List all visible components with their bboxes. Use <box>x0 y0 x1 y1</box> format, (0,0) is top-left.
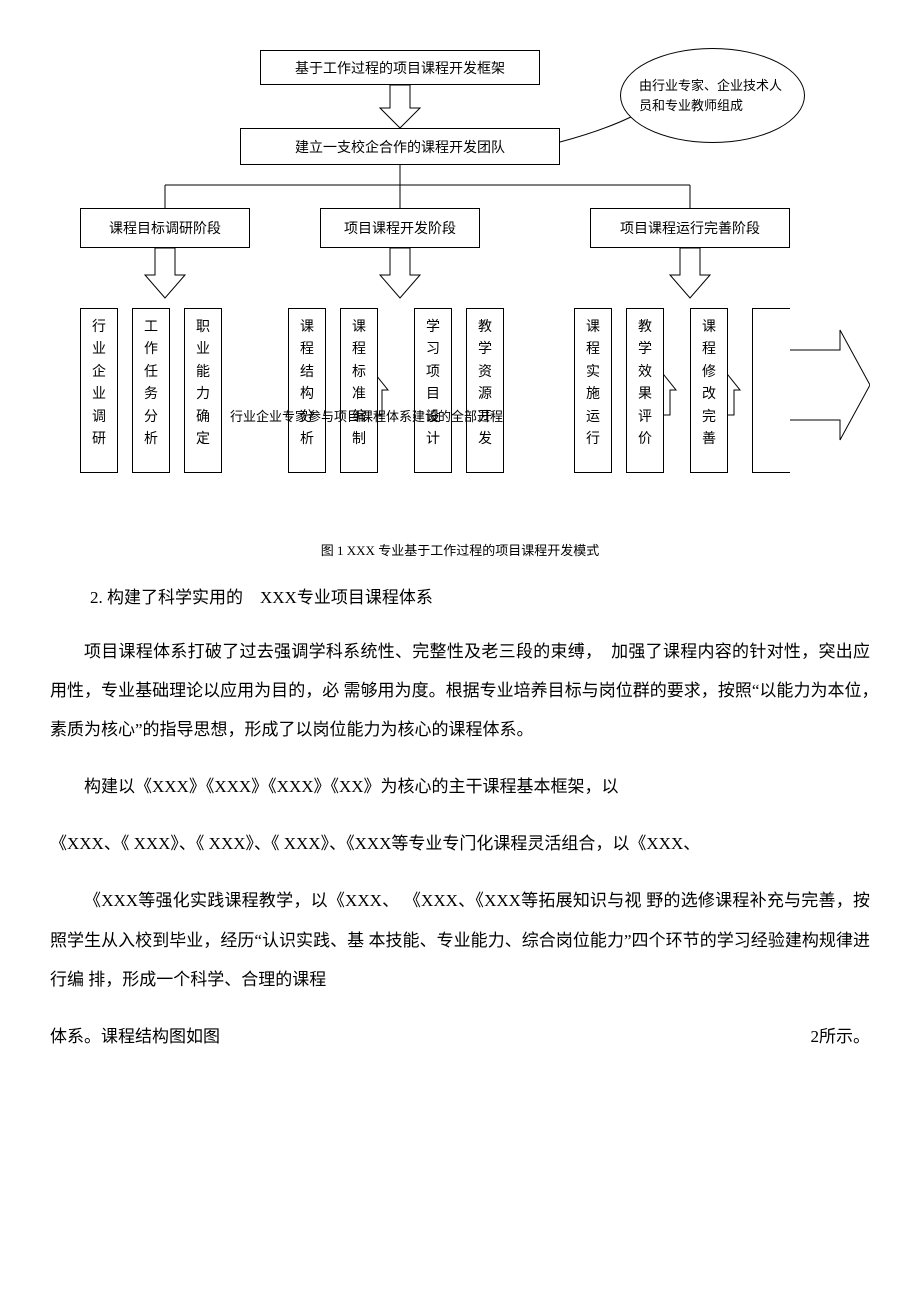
top-framework-box: 基于工作过程的项目课程开发框架 <box>260 50 540 85</box>
leaf-3: 职业能力确定 <box>184 308 222 473</box>
phase-box-1: 课程目标调研阶段 <box>80 208 250 248</box>
leaf-2: 工作任务分析 <box>132 308 170 473</box>
flowchart-diagram: 基于工作过程的项目课程开发框架 由行业专家、企业技术人员和专业教师组成 建立一支… <box>50 30 870 520</box>
phase-box-2: 项目课程开发阶段 <box>320 208 480 248</box>
leaf-10: 课程修改完善 <box>690 308 728 473</box>
paragraph-4: 《XXX等强化实践课程教学，以《XXX、 《XXX、《XXX等拓展知识与视 野的… <box>50 881 870 998</box>
leaf-7: 教学资源开发 <box>466 308 504 473</box>
leaf-5: 课程标准编制 <box>340 308 378 473</box>
phase-box-3: 项目课程运行完善阶段 <box>590 208 790 248</box>
paragraph-5: 体系。课程结构图如图 2所示。 <box>50 1017 870 1056</box>
diagram-overlay-text: 行业企业专家参与项目课程体系建设的全部过程 <box>230 406 503 425</box>
leaf-4: 课程结构分析 <box>288 308 326 473</box>
team-composition-ellipse: 由行业专家、企业技术人员和专业教师组成 <box>620 48 805 143</box>
paragraph-3: 《XXX、《 XXX》、《 XXX》、《 XXX》、《XXX等专业专门化课程灵活… <box>50 824 870 863</box>
paragraph-1: 项目课程体系打破了过去强调学科系统性、完整性及老三段的束缚， 加强了课程内容的针… <box>50 632 870 749</box>
figure-caption: 图 1 XXX 专业基于工作过程的项目课程开发模式 <box>50 540 870 559</box>
leaf-11-partial: 课程修改完善 <box>752 308 790 473</box>
team-building-box: 建立一支校企合作的课程开发团队 <box>240 128 560 165</box>
paragraph-2: 构建以《XXX》《XXX》《XXX》《XX》为核心的主干课程基本框架，以 <box>50 767 870 806</box>
leaf-6: 学习项目设计 <box>414 308 452 473</box>
leaf-1: 行业企业调研 <box>80 308 118 473</box>
p5-left: 体系。课程结构图如图 <box>50 1017 220 1056</box>
p5-right: 2所示。 <box>811 1017 871 1056</box>
leaf-8: 课程实施运行 <box>574 308 612 473</box>
leaf-9: 教学效果评价 <box>626 308 664 473</box>
section-heading: 2. 构建了科学实用的 XXX专业项目课程体系 <box>90 583 870 608</box>
